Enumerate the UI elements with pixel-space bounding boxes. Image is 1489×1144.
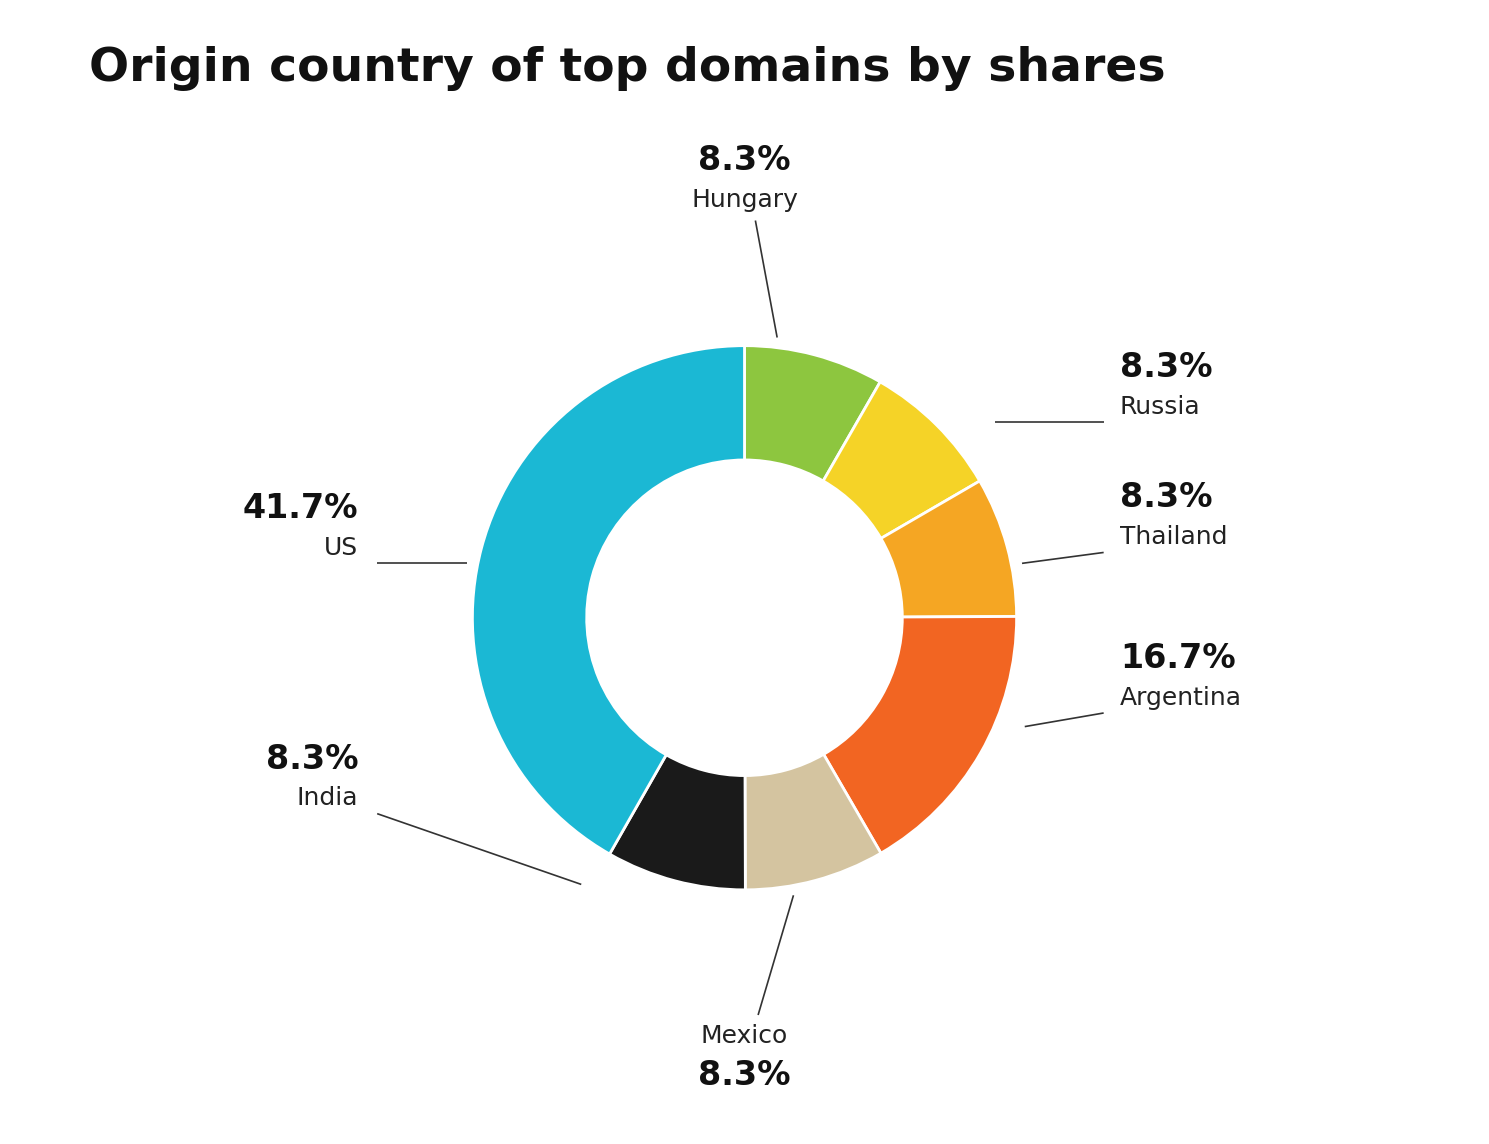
Text: Origin country of top domains by shares: Origin country of top domains by shares xyxy=(89,46,1166,90)
Wedge shape xyxy=(472,345,744,855)
Text: Russia: Russia xyxy=(1120,395,1200,419)
Wedge shape xyxy=(881,480,1017,617)
Wedge shape xyxy=(744,345,880,480)
Text: 16.7%: 16.7% xyxy=(1120,642,1236,675)
Text: Hungary: Hungary xyxy=(691,188,798,212)
Wedge shape xyxy=(609,755,746,890)
Wedge shape xyxy=(744,754,881,890)
Text: 8.3%: 8.3% xyxy=(698,144,791,177)
Text: Mexico: Mexico xyxy=(701,1024,788,1048)
Text: 8.3%: 8.3% xyxy=(698,1058,791,1091)
Wedge shape xyxy=(823,382,980,539)
Text: Argentina: Argentina xyxy=(1120,685,1242,709)
Text: 41.7%: 41.7% xyxy=(243,492,359,525)
Wedge shape xyxy=(823,617,1017,853)
Text: US: US xyxy=(325,537,359,561)
Text: 8.3%: 8.3% xyxy=(1120,482,1212,515)
Text: Thailand: Thailand xyxy=(1120,525,1227,549)
Text: 8.3%: 8.3% xyxy=(1120,351,1212,383)
Text: India: India xyxy=(296,786,359,810)
Text: 8.3%: 8.3% xyxy=(265,742,359,776)
